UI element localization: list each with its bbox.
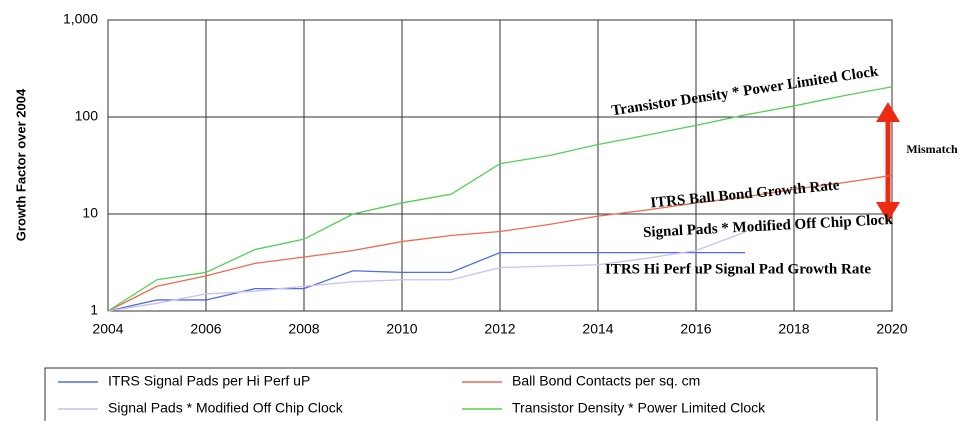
annotation: ITRS Ball Bond Growth Rate [650, 177, 841, 211]
x-tick-label: 2008 [288, 321, 319, 337]
y-tick-label: 1 [90, 302, 98, 318]
series-line [107, 86, 893, 312]
annotation: Mismatch [906, 142, 958, 156]
y-axis-label: Growth Factor over 2004 [13, 88, 28, 241]
x-tick-label: 2020 [876, 321, 907, 337]
x-tick-label: 2004 [92, 321, 123, 337]
plot-border [107, 19, 893, 312]
mismatch-arrow [876, 102, 900, 222]
y-tick-label: 100 [75, 108, 99, 124]
series-line [107, 251, 745, 312]
legend-box [44, 367, 878, 421]
annotation: Signal Pads * Modified Off Chip Clock [643, 212, 894, 241]
series-line [107, 174, 893, 312]
x-tick-label: 2010 [386, 321, 417, 337]
annotation: Transistor Density * Power Limited Clock [610, 64, 880, 120]
x-tick-label: 2016 [680, 321, 711, 337]
series-line [107, 231, 746, 312]
grid [107, 19, 893, 312]
x-tick-label: 2006 [190, 321, 221, 337]
y-tick-label: 1,000 [63, 11, 98, 27]
y-tick-label: 10 [82, 205, 98, 221]
legend-label: ITRS Signal Pads per Hi Perf uP [108, 373, 310, 389]
legend-label: Signal Pads * Modified Off Chip Clock [108, 400, 344, 416]
x-tick-label: 2014 [582, 321, 613, 337]
annotation: ITRS Hi Perf uP Signal Pad Growth Rate [605, 261, 871, 277]
legend-label: Ball Bond Contacts per sq. cm [512, 373, 700, 389]
x-tick-label: 2018 [778, 321, 809, 337]
x-tick-label: 2012 [484, 321, 515, 337]
legend-label: Transistor Density * Power Limited Clock [512, 400, 766, 416]
